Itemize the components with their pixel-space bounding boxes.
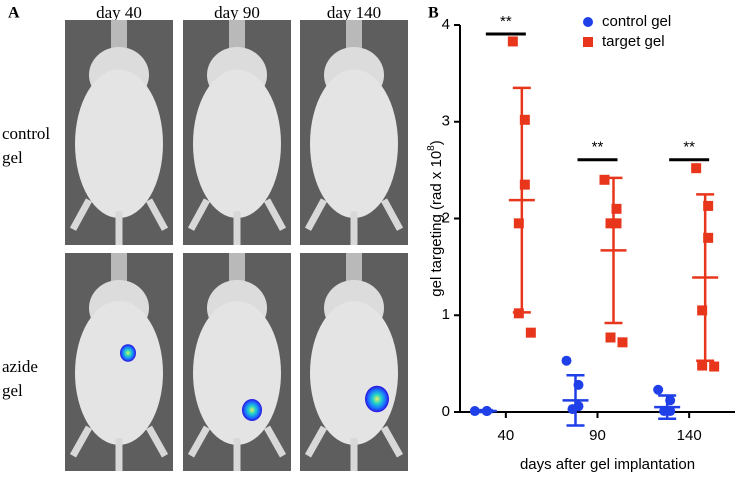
data-point xyxy=(519,179,530,190)
signal xyxy=(242,399,262,421)
data-point xyxy=(697,305,708,316)
data-point xyxy=(599,174,610,185)
mouse-body xyxy=(75,300,163,445)
data-point xyxy=(561,355,572,366)
row-label: gel xyxy=(2,381,23,400)
row-label: azide xyxy=(2,357,38,376)
mouse-legs xyxy=(187,425,287,471)
y-tick-label: 2 xyxy=(442,209,450,226)
data-point xyxy=(653,384,664,395)
mouse-image xyxy=(183,20,291,245)
data-point xyxy=(611,218,622,229)
data-point xyxy=(507,36,518,47)
data-point xyxy=(469,406,480,417)
mouse-legs xyxy=(304,198,404,245)
column-label: day 140 xyxy=(327,3,381,22)
panel-label: A xyxy=(8,5,20,22)
column-label: day 40 xyxy=(96,3,142,22)
data-point xyxy=(659,406,670,417)
data-point xyxy=(583,37,593,47)
data-point xyxy=(525,327,536,338)
mouse-image xyxy=(300,20,408,245)
row-label: gel xyxy=(2,148,23,167)
mouse-legs xyxy=(69,425,169,471)
data-point xyxy=(513,308,524,319)
y-tick-label: 1 xyxy=(442,306,450,323)
data-point xyxy=(567,404,578,415)
mouse-body xyxy=(310,300,398,445)
data-point xyxy=(691,163,702,174)
mouse-image xyxy=(65,253,173,471)
mouse-image xyxy=(65,20,173,245)
data-point xyxy=(605,332,616,343)
y-tick-label: 0 xyxy=(442,403,450,420)
legend-label: target gel xyxy=(602,33,665,50)
mouse-image xyxy=(300,253,408,471)
label-sup: 8 xyxy=(426,145,437,151)
mouse-legs xyxy=(187,198,287,245)
data-point xyxy=(703,200,714,211)
significance-label: ** xyxy=(592,139,604,156)
mouse-image xyxy=(183,253,291,471)
mouse-legs xyxy=(304,425,404,471)
data-point xyxy=(513,218,524,229)
panel-label: B xyxy=(428,5,439,22)
panel-a: day 40 day 90 day 140 control gel azide gel xyxy=(2,3,408,471)
chart: 0 1 2 3 4 40 90 140 days after gel implantation g… xyxy=(426,13,735,473)
mouse-body xyxy=(193,69,281,218)
signal xyxy=(120,344,136,362)
x-tick-label: 40 xyxy=(497,427,514,444)
data-point xyxy=(665,395,676,406)
y-tick-label: 4 xyxy=(442,16,450,33)
signal xyxy=(365,385,389,413)
y-axis-label: gel targeting (rad x 108) xyxy=(426,140,445,296)
data-point xyxy=(519,114,530,125)
x-tick-label: 140 xyxy=(677,427,702,444)
y-tick-label: 3 xyxy=(442,113,450,130)
mouse-body xyxy=(75,69,163,218)
data-point xyxy=(583,17,593,27)
row-label: control xyxy=(2,124,50,143)
data-point xyxy=(573,379,584,390)
column-label: day 90 xyxy=(214,3,260,22)
data-point xyxy=(709,361,720,372)
mouse-legs xyxy=(69,198,169,245)
mouse-body xyxy=(193,300,281,445)
label-text: gel targeting (rad x 10 xyxy=(428,151,445,297)
label-tail: ) xyxy=(428,140,445,145)
data-point xyxy=(481,406,492,417)
significance-label: ** xyxy=(500,13,512,30)
data-point xyxy=(703,232,714,243)
x-tick-label: 90 xyxy=(589,427,606,444)
data-point xyxy=(617,337,628,348)
legend-label: control gel xyxy=(602,13,671,30)
data-point xyxy=(697,360,708,371)
mouse-body xyxy=(310,69,398,218)
data-point xyxy=(605,218,616,229)
x-axis-label: days after gel implantation xyxy=(520,456,695,473)
data-point xyxy=(611,203,622,214)
significance-label: ** xyxy=(683,139,695,156)
